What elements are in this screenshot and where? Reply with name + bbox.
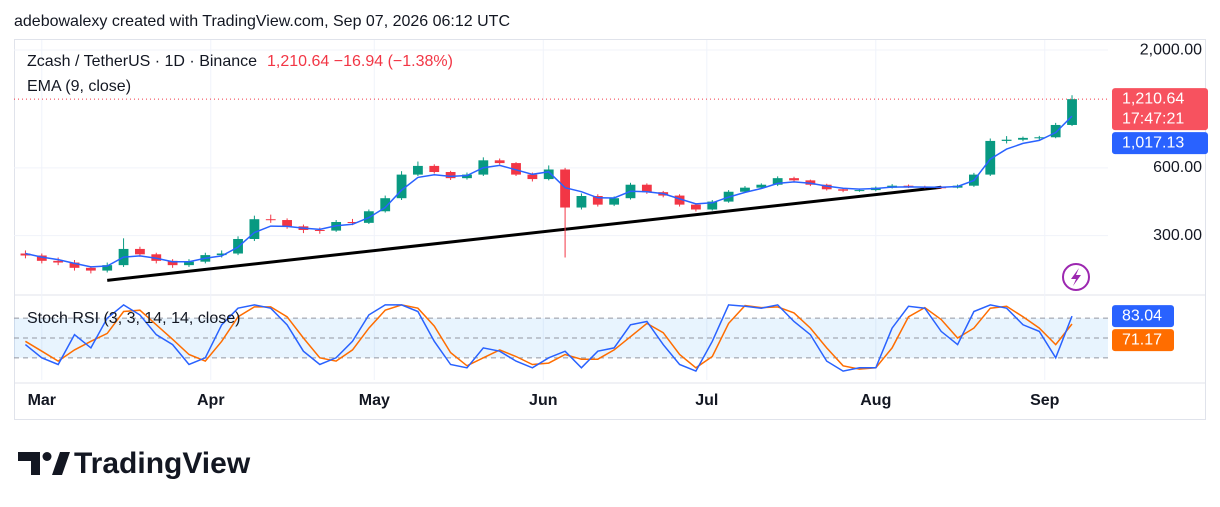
- candle-body: [1050, 124, 1061, 138]
- alert-icon[interactable]: [1062, 263, 1090, 291]
- candle-body: [838, 189, 848, 191]
- candle-body: [347, 222, 358, 224]
- logo-slash: [52, 452, 70, 475]
- candle-body: [1001, 139, 1012, 141]
- logo-dot: [42, 452, 52, 461]
- candle-body: [249, 219, 260, 239]
- candle-body: [445, 172, 456, 179]
- candle-body: [772, 178, 783, 185]
- candle-body: [674, 195, 685, 205]
- candle-body: [740, 187, 750, 192]
- y-tick-label: 2,000.00: [1140, 41, 1202, 58]
- chart-frame: [14, 39, 1206, 420]
- candle-body: [641, 184, 652, 193]
- x-tick-label: Jul: [695, 392, 718, 409]
- stoch-value-box: [1112, 305, 1174, 328]
- candle-body: [756, 184, 767, 188]
- x-tick-label: Mar: [28, 392, 56, 409]
- candle-body: [69, 262, 80, 268]
- candle-body: [527, 174, 538, 180]
- stoch-value-box: [1112, 329, 1174, 352]
- candle-body: [413, 165, 423, 175]
- candle-body: [854, 190, 865, 192]
- candle-body: [560, 169, 570, 208]
- candle-body: [511, 163, 521, 175]
- x-tick-label: Sep: [1030, 392, 1060, 409]
- candle-body: [265, 219, 276, 221]
- attribution: adebowalexy created with TradingView.com…: [14, 13, 510, 30]
- candle-body: [429, 165, 440, 173]
- candle-body: [609, 198, 620, 205]
- ema-value-label: 1,017.13: [1122, 134, 1184, 151]
- x-tick-label: May: [359, 392, 390, 409]
- last-price-box: [1112, 88, 1208, 131]
- y-tick-label: 300.00: [1153, 227, 1202, 244]
- candle-body: [184, 261, 194, 266]
- stoch-line: [25, 304, 1073, 370]
- chart-title: Zcash / TetherUS · 1D · Binance 1,210.64 …: [27, 53, 453, 70]
- candle-body: [314, 229, 325, 231]
- brand-logo: [18, 452, 70, 475]
- trendline: [107, 185, 942, 282]
- last-price-label: 1,210.64: [1122, 90, 1184, 107]
- stoch-value-label: 71.17: [1122, 331, 1162, 348]
- candle-body: [691, 204, 701, 210]
- candle-body: [167, 260, 178, 266]
- logo-t: [18, 452, 40, 475]
- candle-body: [216, 253, 227, 256]
- x-tick-label: Jun: [529, 392, 557, 409]
- x-tick-label: Aug: [860, 392, 891, 409]
- countdown-label: 17:47:21: [1122, 110, 1184, 127]
- candle-body: [1018, 137, 1028, 140]
- candle-body: [20, 253, 31, 256]
- candle-body: [707, 201, 718, 210]
- quote: 1,210.64 −16.94 (−1.38%): [267, 53, 453, 70]
- candle-body: [135, 248, 145, 255]
- y-tick-label: 600.00: [1153, 159, 1202, 176]
- stoch-line: [24, 303, 1073, 373]
- candle-body: [36, 255, 47, 261]
- brand-name: TradingView: [74, 447, 251, 480]
- stoch-value-label: 83.04: [1122, 307, 1162, 324]
- plot-layer: [14, 40, 1108, 380]
- candle-body: [102, 265, 113, 271]
- candle-body: [282, 220, 292, 227]
- candle-body: [821, 184, 832, 190]
- candle-body: [592, 196, 603, 205]
- candle-body: [543, 169, 554, 180]
- candle-body: [494, 160, 505, 164]
- alert-circle: [1062, 263, 1090, 291]
- stoch-title: Stoch RSI (3, 3, 14, 14, close): [27, 310, 240, 327]
- candle-body: [380, 198, 391, 212]
- x-tick-label: Apr: [197, 392, 225, 409]
- candle-body: [789, 178, 799, 181]
- candle-body: [462, 174, 472, 179]
- candle-body: [1067, 99, 1077, 125]
- candle-body: [576, 196, 587, 208]
- ema-line: [25, 115, 1073, 268]
- candle-body: [396, 174, 407, 199]
- ema-value-box: [1112, 132, 1208, 155]
- candle-body: [985, 140, 996, 175]
- indicator-legend: EMA (9, close): [27, 78, 131, 95]
- candle-body: [1034, 137, 1045, 139]
- candle-body: [85, 267, 96, 271]
- candle-body: [53, 260, 64, 263]
- symbol-title: Zcash / TetherUS · 1D · Binance: [27, 53, 257, 70]
- alert-bolt: [1071, 268, 1081, 286]
